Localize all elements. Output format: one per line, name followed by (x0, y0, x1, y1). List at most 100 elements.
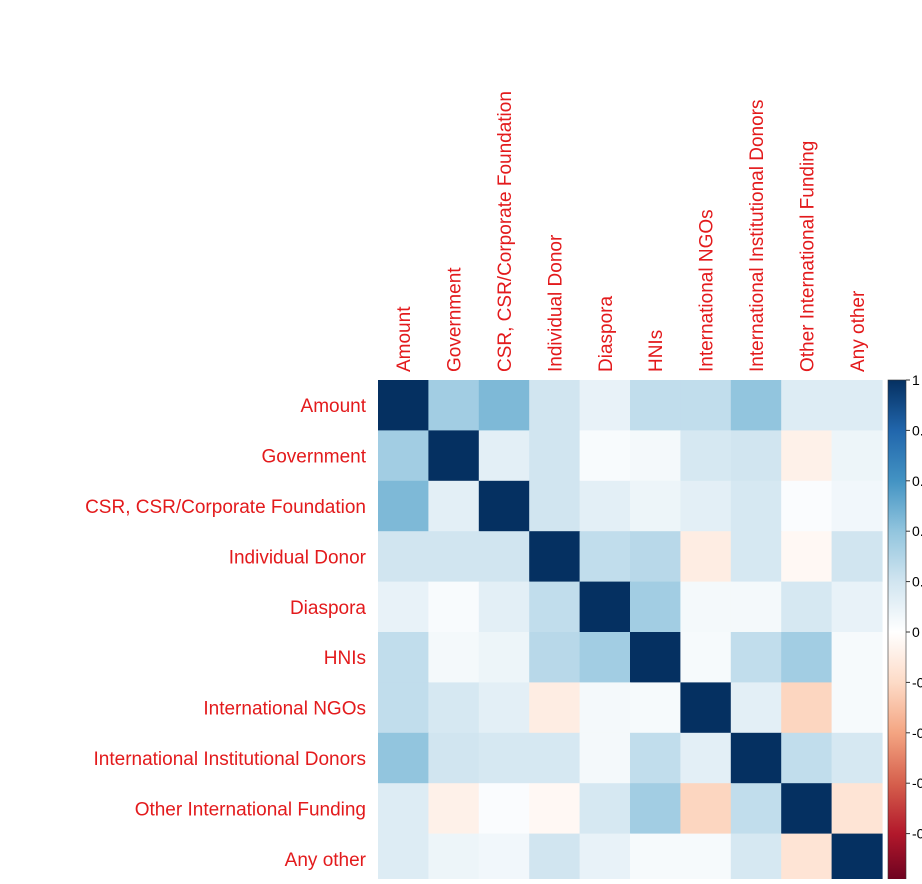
cell-hnis-diaspora (579, 632, 631, 683)
cell-individual-donor-international-ngos (680, 531, 732, 583)
column-label-government: Government (445, 267, 466, 372)
row-label-government: Government (261, 447, 366, 468)
cell-hnis-other-international-funding (781, 632, 833, 683)
cell-any-other-other-international-funding (781, 833, 833, 884)
cell-government-other-international-funding (781, 430, 833, 482)
row-label-other-international-funding: Other International Funding (135, 799, 366, 820)
cell-diaspora-csr-csr-corporate-foundation (478, 581, 530, 633)
colorbar-tick-label: -0.6 (912, 775, 922, 791)
cell-diaspora-any-other (831, 581, 883, 633)
row-label-csr-csr-corporate-foundation: CSR, CSR/Corporate Foundation (85, 497, 366, 518)
colorbar-tick-label: 0 (912, 624, 920, 640)
cell-amount-individual-donor (529, 380, 581, 431)
cell-diaspora-government (428, 581, 480, 633)
cell-csr-csr-corporate-foundation-government (428, 480, 480, 532)
cell-international-institutional-donors-diaspora (579, 732, 631, 784)
cell-international-ngos-amount (378, 682, 429, 734)
cell-international-institutional-donors-hnis (630, 732, 681, 784)
column-label-international-institutional-donors: International Institutional Donors (747, 100, 768, 373)
cell-amount-international-institutional-donors (730, 380, 782, 431)
cell-other-international-funding-hnis (630, 783, 681, 835)
cell-csr-csr-corporate-foundation-csr-csr-corporate-foundation (478, 480, 530, 532)
cell-international-institutional-donors-other-international-funding (781, 732, 833, 784)
cell-international-institutional-donors-amount (378, 732, 429, 784)
cell-amount-csr-csr-corporate-foundation (478, 380, 530, 431)
cell-diaspora-amount (378, 581, 429, 633)
cell-other-international-funding-international-institutional-donors (730, 783, 782, 835)
row-label-amount: Amount (301, 396, 367, 417)
cell-individual-donor-other-international-funding (781, 531, 833, 583)
cell-government-government (428, 430, 480, 482)
cell-international-institutional-donors-international-institutional-donors (730, 732, 782, 784)
cell-hnis-csr-csr-corporate-foundation (478, 632, 530, 683)
cell-diaspora-international-institutional-donors (730, 581, 782, 633)
cell-international-ngos-diaspora (579, 682, 631, 734)
cell-international-ngos-individual-donor (529, 682, 581, 734)
cell-hnis-international-institutional-donors (730, 632, 782, 683)
cell-individual-donor-amount (378, 531, 429, 583)
row-label-diaspora: Diaspora (290, 598, 366, 619)
colorbar-scale (887, 379, 907, 884)
cell-government-hnis (630, 430, 681, 482)
colorbar-tick-label: 0.4 (912, 523, 922, 539)
cell-diaspora-individual-donor (529, 581, 581, 633)
cell-any-other-international-institutional-donors (730, 833, 782, 884)
cell-international-ngos-international-institutional-donors (730, 682, 782, 734)
row-label-international-institutional-donors: International Institutional Donors (94, 749, 367, 770)
cell-hnis-individual-donor (529, 632, 581, 683)
cell-government-csr-csr-corporate-foundation (478, 430, 530, 482)
colorbar-tick-label: 0.8 (912, 422, 922, 438)
cell-individual-donor-hnis (630, 531, 681, 583)
row-label-individual-donor: Individual Donor (229, 547, 367, 568)
cell-any-other-international-ngos (680, 833, 732, 884)
column-label-csr-csr-corporate-foundation: CSR, CSR/Corporate Foundation (495, 91, 516, 372)
cell-csr-csr-corporate-foundation-international-ngos (680, 480, 732, 532)
cell-diaspora-diaspora (579, 581, 631, 633)
cell-international-ngos-csr-csr-corporate-foundation (478, 682, 530, 734)
colorbar-tick-label: 0.2 (912, 574, 922, 590)
cell-other-international-funding-international-ngos (680, 783, 732, 835)
cell-government-international-institutional-donors (730, 430, 782, 482)
cell-hnis-government (428, 632, 480, 683)
cell-diaspora-other-international-funding (781, 581, 833, 633)
cell-any-other-government (428, 833, 480, 884)
cell-other-international-funding-individual-donor (529, 783, 581, 835)
cell-any-other-hnis (630, 833, 681, 884)
cell-international-institutional-donors-government (428, 732, 480, 784)
cell-international-ngos-any-other (831, 682, 883, 734)
colorbar-tick-label: 1 (912, 372, 920, 388)
row-label-hnis: HNIs (324, 648, 366, 669)
cell-hnis-amount (378, 632, 429, 683)
cell-csr-csr-corporate-foundation-individual-donor (529, 480, 581, 532)
cell-other-international-funding-government (428, 783, 480, 835)
cell-diaspora-international-ngos (680, 581, 732, 633)
cell-csr-csr-corporate-foundation-any-other (831, 480, 883, 532)
cell-government-diaspora (579, 430, 631, 482)
cell-other-international-funding-any-other (831, 783, 883, 835)
cell-individual-donor-individual-donor (529, 531, 581, 583)
cell-any-other-individual-donor (529, 833, 581, 884)
cell-international-ngos-government (428, 682, 480, 734)
cell-amount-amount (378, 380, 429, 431)
column-label-diaspora: Diaspora (596, 296, 617, 372)
cell-csr-csr-corporate-foundation-diaspora (579, 480, 631, 532)
cell-any-other-diaspora (579, 833, 631, 884)
cell-other-international-funding-amount (378, 783, 429, 835)
cell-other-international-funding-csr-csr-corporate-foundation (478, 783, 530, 835)
cell-hnis-hnis (630, 632, 681, 683)
cell-international-institutional-donors-international-ngos (680, 732, 732, 784)
cell-international-ngos-other-international-funding (781, 682, 833, 734)
column-label-international-ngos: International NGOs (697, 209, 718, 372)
cell-government-any-other (831, 430, 883, 482)
cell-amount-international-ngos (680, 380, 732, 431)
cell-any-other-csr-csr-corporate-foundation (478, 833, 530, 884)
cell-csr-csr-corporate-foundation-international-institutional-donors (730, 480, 782, 532)
row-label-any-other: Any other (285, 850, 367, 871)
cell-amount-government (428, 380, 480, 431)
cell-international-institutional-donors-individual-donor (529, 732, 581, 784)
cell-individual-donor-diaspora (579, 531, 631, 583)
cell-other-international-funding-other-international-funding (781, 783, 833, 835)
colorbar: 10.80.60.40.20-0.2-0.4-0.6-0.8-1 (887, 372, 922, 884)
